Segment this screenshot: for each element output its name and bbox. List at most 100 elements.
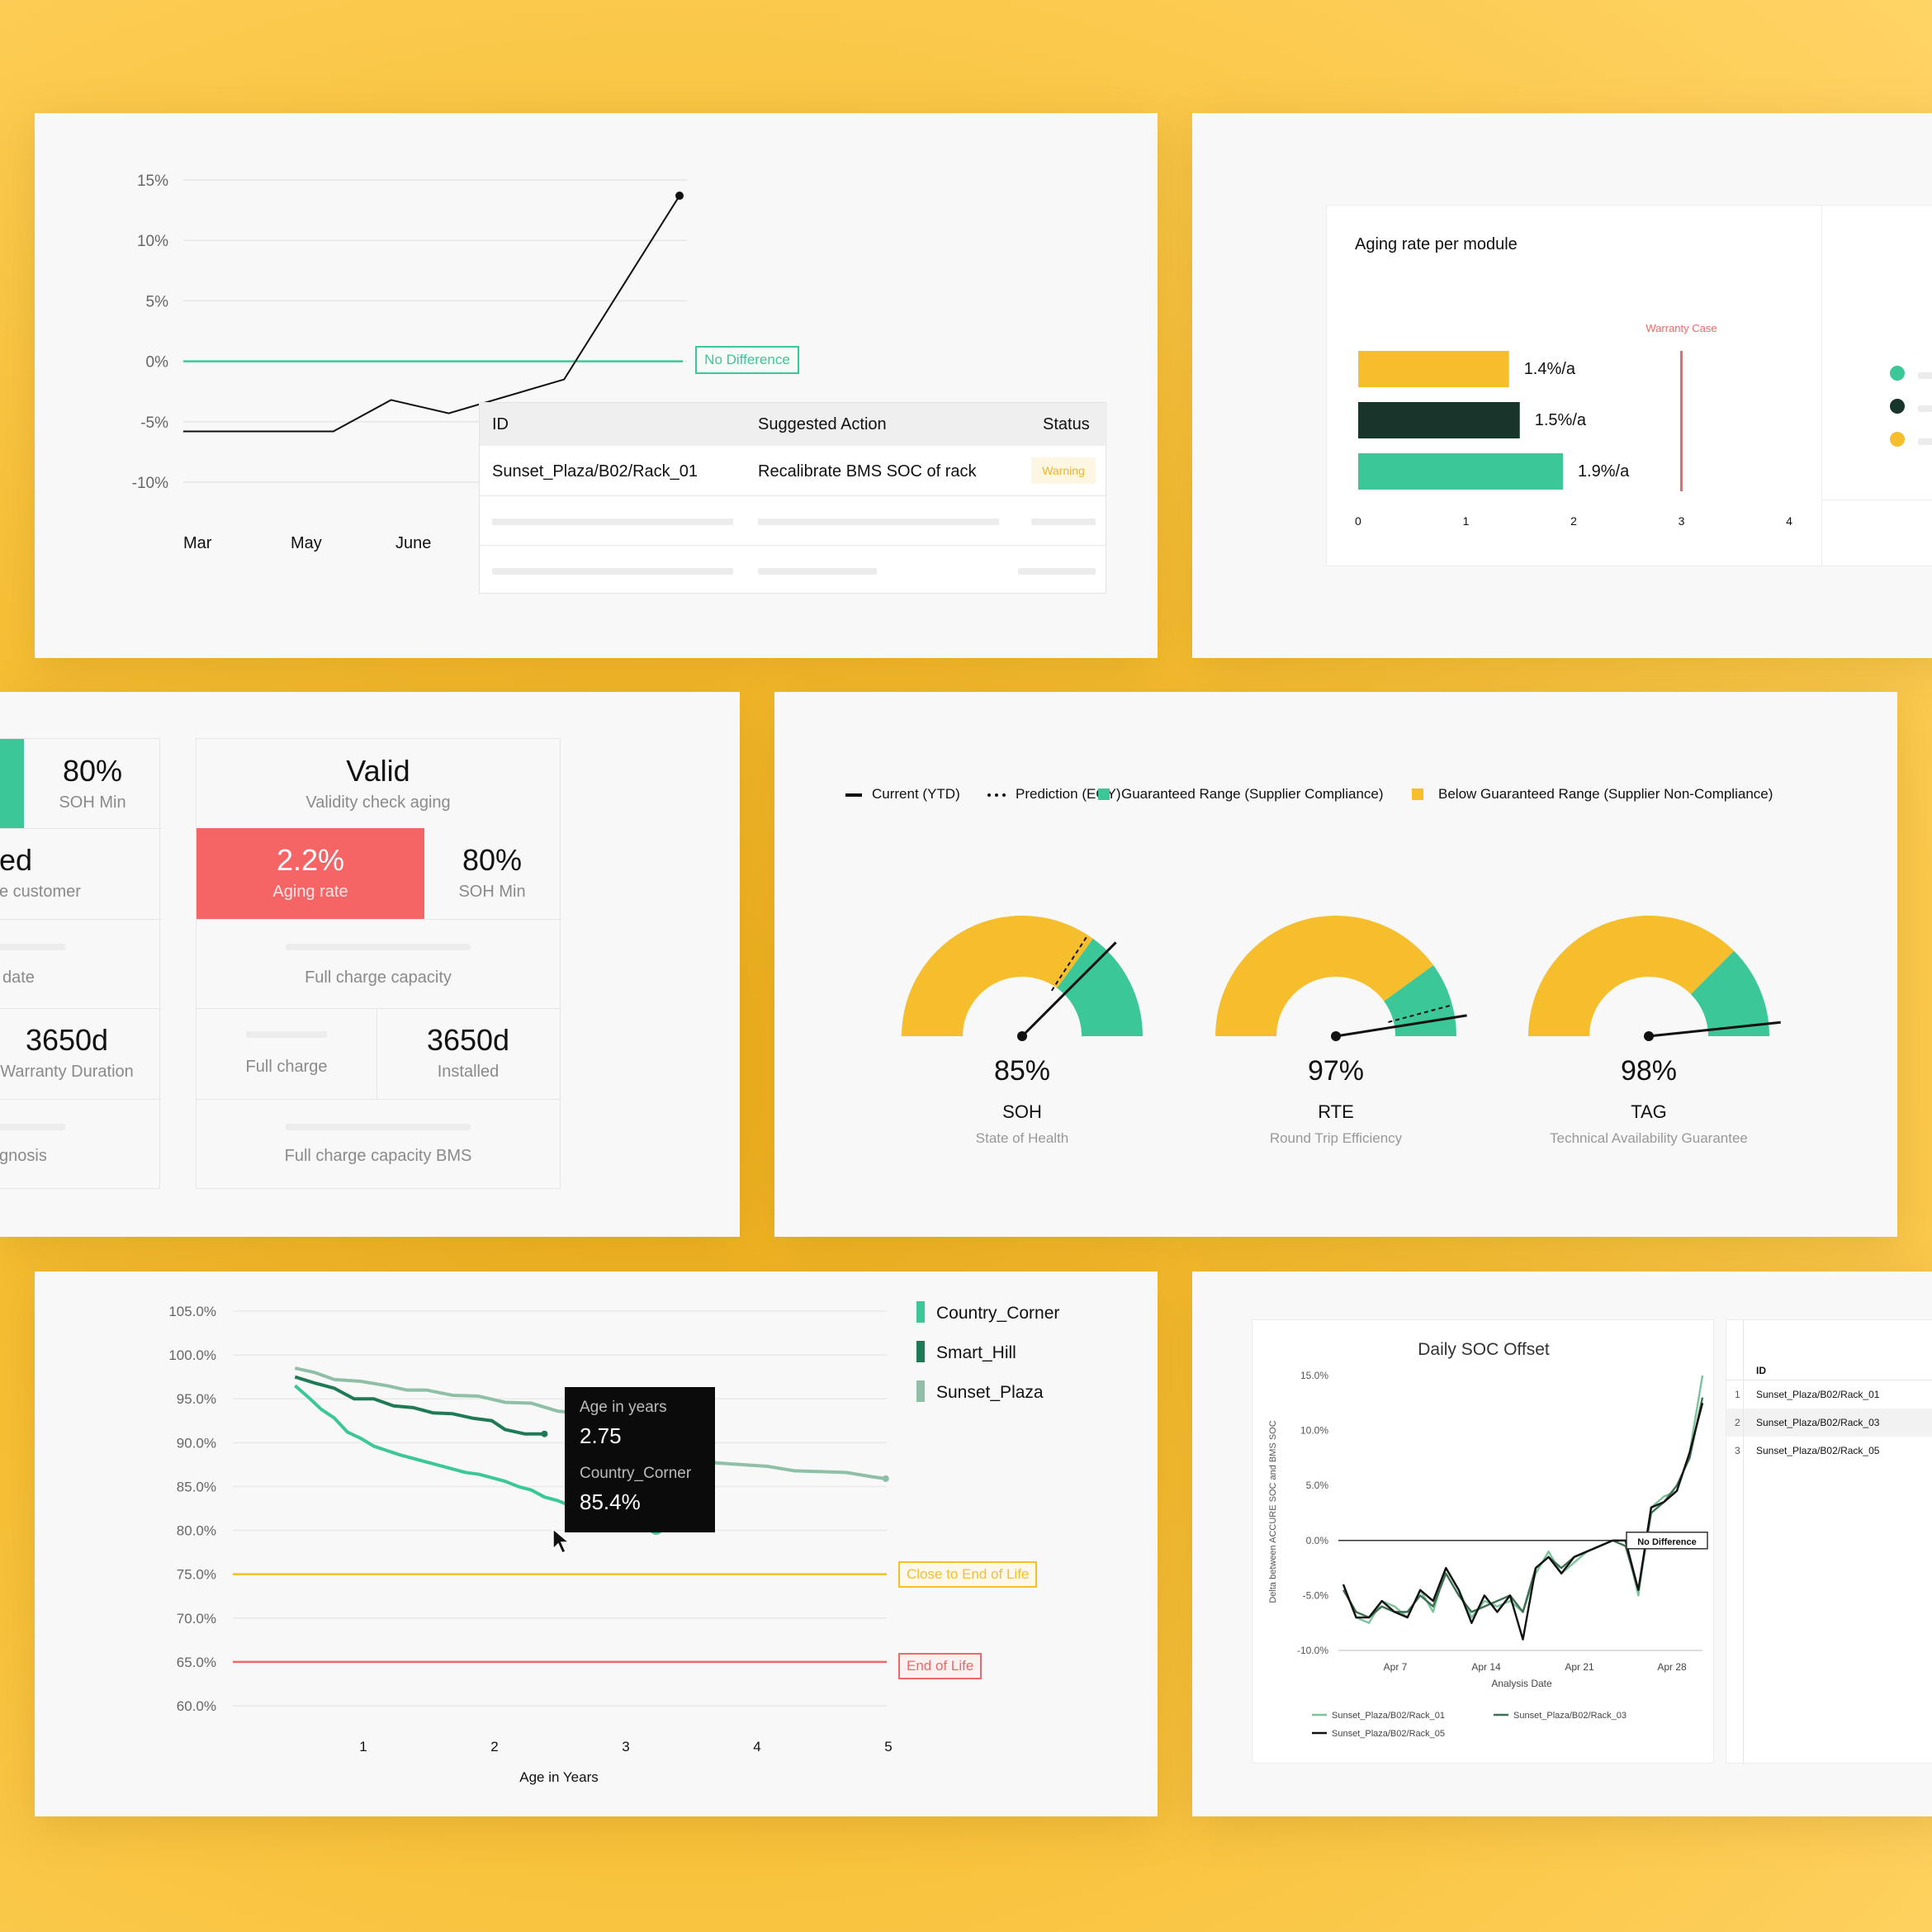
gauge-pivot (1331, 1031, 1341, 1041)
y-tick-label: -5.0% (1303, 1589, 1329, 1601)
legend-guaranteed-icon (1098, 788, 1110, 800)
validity-title: Valid (346, 754, 410, 788)
gauge-value: 85% (994, 1055, 1050, 1087)
y-tick-label: -10.0% (1297, 1645, 1328, 1656)
gauge-description: State of Health (976, 1130, 1068, 1146)
series-end-point (541, 1430, 548, 1437)
gauge-description: Round Trip Efficiency (1270, 1130, 1403, 1146)
fcc-label: Full charge capacity (305, 968, 452, 987)
series-legend: Country_Corner Smart_Hill Sunset_Plaza (916, 1301, 1131, 1425)
gauge-below-range-arc (1528, 916, 1735, 1036)
tooltip-label-age: Age in years (580, 1399, 667, 1416)
close-eol-tag: Close to End of Life (898, 1561, 1038, 1588)
y-tick-label: 0.0% (1306, 1535, 1329, 1546)
y-axis-title: Delta between ACCURE SOC and BMS SOC (1268, 1420, 1278, 1603)
bar[interactable] (1358, 402, 1520, 438)
gauge-name: SOH (1002, 1101, 1042, 1122)
gauge-card: Current (YTD) Prediction (EOY) Guarantee… (774, 692, 1897, 1237)
col-header-status: Status (1043, 415, 1090, 433)
gauge-below-range-arc (1215, 916, 1434, 1036)
legend-dot-yellow (1890, 432, 1905, 447)
aging-rate-card: Aging rate per module 1.4%/a 1.5%/a 1.9%/a… (1192, 113, 1932, 658)
green-indicator (0, 739, 24, 828)
x-tick-label: 4 (1786, 514, 1792, 528)
x-tick-label: 4 (753, 1739, 760, 1754)
tooltip-value-soh: 85.4% (580, 1489, 641, 1514)
table-row[interactable]: 3 Sunset_Plaza/B02/Rack_05 (1735, 1445, 1880, 1456)
soh-age-chart: 105.0% 100.0% 95.0% 90.0% 85.0% 80.0% 75.0% 70.… (168, 1304, 892, 1785)
row-id[interactable]: Sunset_Plaza/B02/Rack_01 (492, 462, 698, 481)
legend-below: Below Guaranteed Range (Supplier Non-Com… (1438, 786, 1773, 802)
series-end-point (882, 1475, 889, 1482)
x-tick-label: 5 (884, 1739, 892, 1754)
legend-dot-green (1890, 366, 1905, 381)
x-tick-label: 0 (1355, 514, 1361, 528)
y-tick-label: 95.0% (177, 1391, 216, 1407)
validity-subtitle: Validity check aging (305, 793, 451, 812)
x-tick-label: 2 (490, 1739, 498, 1754)
gauge-description: Technical Availability Guarantee (1550, 1130, 1748, 1146)
gauge-name: TAG (1631, 1101, 1667, 1122)
x-tick-label: 1 (1463, 514, 1470, 528)
legend-current-icon (845, 793, 862, 797)
row3-label: date (2, 968, 35, 987)
gauge-guaranteed-arc (1690, 950, 1769, 1036)
legend-smart-hill[interactable]: Smart_Hill (936, 1343, 1016, 1362)
series-line (1342, 1402, 1704, 1641)
rack-id-table: ID 1 Sunset_Plaza/B02/Rack_01 2 Sunset_P… (1726, 1319, 1932, 1764)
row2-value: ed (0, 843, 33, 877)
x-tick-label: Apr 14 (1471, 1661, 1501, 1673)
legend-label: Sunset_Plaza/B02/Rack_01 (1332, 1711, 1445, 1721)
table-row[interactable]: 2 Sunset_Plaza/B02/Rack_03 (1726, 1409, 1932, 1437)
table-row[interactable]: 1 Sunset_Plaza/B02/Rack_01 (1735, 1389, 1880, 1400)
soh-age-card: 105.0% 100.0% 95.0% 90.0% 85.0% 80.0% 75.0% 70.… (35, 1271, 1158, 1816)
series-line (1342, 1397, 1704, 1619)
legend-label: Sunset_Plaza/B02/Rack_05 (1332, 1729, 1445, 1739)
legend-swatch-sunset-plaza (916, 1380, 925, 1402)
legend-swatch-smart-hill (916, 1341, 925, 1362)
soh-min-value-2: 80% (462, 843, 523, 877)
x-tick-label: Apr 28 (1657, 1661, 1687, 1673)
soc-deviation-card: 15% 10% 5% 0% -5% -10% Mar May June No Differenc… (35, 113, 1158, 658)
legend-below-icon (1412, 788, 1423, 800)
x-tick-label: May (291, 534, 322, 552)
legend-guaranteed: Guaranteed Range (Supplier Compliance) (1121, 786, 1384, 802)
svg-text:No Difference: No Difference (1637, 1537, 1697, 1547)
x-tick-label: 3 (622, 1739, 629, 1754)
y-tick-label: 75.0% (177, 1567, 216, 1583)
gauge-current-needle (1335, 1014, 1467, 1038)
gauge-guaranteed-arc (1384, 965, 1456, 1036)
soh-min-label-2: SOH Min (458, 883, 526, 901)
aging-rate-value: 2.2% (276, 843, 345, 877)
status-badge: Warning (1031, 457, 1096, 484)
aging-rate-tile[interactable]: 2.2% Aging rate (197, 828, 424, 919)
gauge-charts: 85% SOH State of Health 97% RTE Round Trip Ef… (902, 916, 1781, 1146)
legend-country-corner[interactable]: Country_Corner (936, 1304, 1060, 1323)
legend-current: Current (YTD) (872, 786, 960, 802)
tooltip-value-age: 2.75 (580, 1423, 622, 1448)
x-tick-label: Mar (183, 534, 212, 552)
bar[interactable] (1358, 351, 1509, 387)
series-line (183, 195, 680, 433)
bar[interactable] (1358, 453, 1563, 490)
legend-sunset-plaza[interactable]: Sunset_Plaza (936, 1383, 1044, 1402)
y-tick-label: 10.0% (1300, 1425, 1328, 1437)
no-difference-tag: No Difference (695, 346, 799, 374)
y-tick-label: 90.0% (177, 1435, 216, 1451)
bar-value-label: 1.5%/a (1535, 411, 1587, 429)
y-tick-label: 5.0% (1306, 1480, 1329, 1491)
gauge-value: 97% (1308, 1055, 1364, 1087)
row5-label: gnosis (0, 1147, 47, 1165)
validity-panel: Valid Validity check aging 2.2% Aging ra… (196, 738, 561, 1189)
threshold-label: Warranty Case (1646, 322, 1717, 334)
soh-min-label: SOH Min (59, 793, 126, 812)
x-tick-label: Apr 21 (1565, 1661, 1594, 1673)
row-action: Recalibrate BMS SOC of rack (758, 462, 977, 481)
gauge-prediction-needle (1388, 1005, 1451, 1023)
data-point[interactable] (675, 192, 684, 201)
daily-soc-title: Daily SOC Offset (1418, 1340, 1550, 1359)
series-line (1342, 1375, 1704, 1624)
gauge-prediction-needle (1050, 936, 1087, 992)
x-tick-label: 1 (359, 1739, 367, 1754)
aging-rate-label: Aging rate (272, 883, 348, 901)
